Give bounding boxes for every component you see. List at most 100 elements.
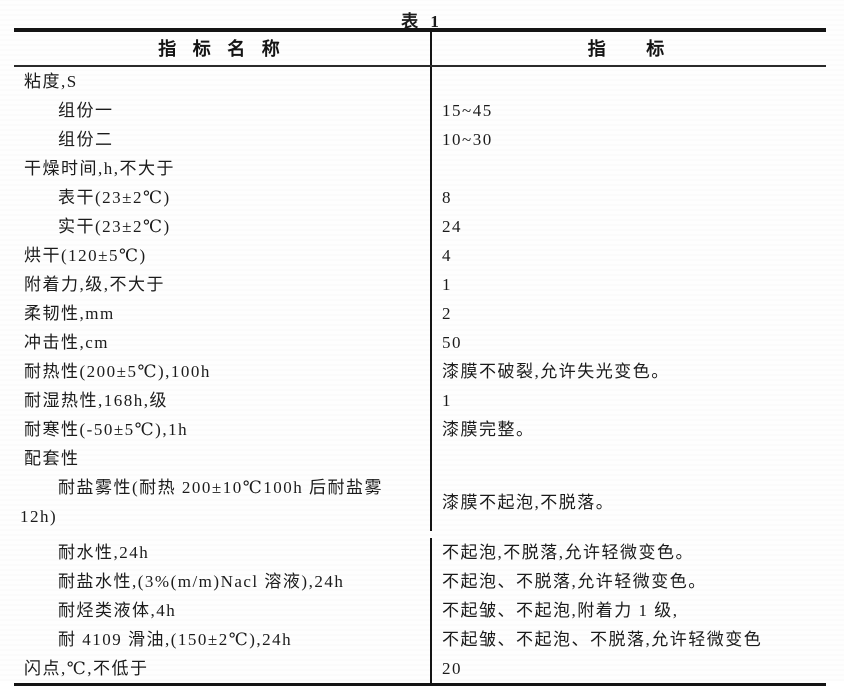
indicator-value-cell: 不起皱、不起泡、不脱落,允许轻微变色 <box>432 625 826 654</box>
indicator-value: 2 <box>442 304 452 323</box>
indicator-value: 24 <box>442 217 462 236</box>
indicator-value-cell: 20 <box>432 654 826 683</box>
table-row: 耐烃类液体,4h 不起皱、不起泡,附着力 1 级, <box>14 596 826 625</box>
indicator-name-cell: 耐寒性(-50±5℃),1h <box>14 415 432 444</box>
indicator-value: 不起皱、不起泡,附着力 1 级, <box>442 601 679 620</box>
indicator-value-cell: 漆膜不破裂,允许失光变色。 <box>432 357 826 386</box>
indicator-value-cell: 不起泡、不脱落,允许轻微变色。 <box>432 567 826 596</box>
indicator-value-cell: 漆膜完整。 <box>432 415 826 444</box>
indicator-value: 10~30 <box>442 130 493 149</box>
indicator-label: 耐水性,24h <box>58 543 150 562</box>
table-row: 耐寒性(-50±5℃),1h 漆膜完整。 <box>14 415 826 444</box>
table-row: 配套性 <box>14 444 826 473</box>
indicator-name-cell: 冲击性,cm <box>14 328 432 357</box>
indicator-label: 闪点,℃,不低于 <box>24 659 149 678</box>
indicator-name-cell: 附着力,级,不大于 <box>14 270 432 299</box>
table-row: 冲击性,cm 50 <box>14 328 826 357</box>
indicator-value: 4 <box>442 246 452 265</box>
indicator-value: 20 <box>442 659 462 678</box>
indicator-label: 组份一 <box>58 101 114 120</box>
indicator-table: 指 标 名 称 指 标 粘度,S 组份一 15~45 组份二 10~30 干燥时… <box>14 28 826 686</box>
indicator-name-cell: 闪点,℃,不低于 <box>14 654 432 683</box>
table-row: 耐湿热性,168h,级 1 <box>14 386 826 415</box>
indicator-value-cell: 4 <box>432 241 826 270</box>
indicator-value-cell: 1 <box>432 270 826 299</box>
indicator-label: 烘干(120±5℃) <box>24 246 147 265</box>
indicator-value-cell: 24 <box>432 212 826 241</box>
indicator-value-cell: 8 <box>432 183 826 212</box>
indicator-label: 粘度,S <box>24 72 78 91</box>
table-row: 闪点,℃,不低于 20 <box>14 654 826 683</box>
table-row: 耐盐水性,(3%(m/m)Nacl 溶液),24h 不起泡、不脱落,允许轻微变色… <box>14 567 826 596</box>
indicator-value: 8 <box>442 188 452 207</box>
indicator-label: 干燥时间,h,不大于 <box>24 159 175 178</box>
table-row: 干燥时间,h,不大于 <box>14 154 826 183</box>
indicator-name-cell: 配套性 <box>14 444 432 473</box>
indicator-label: 组份二 <box>58 130 114 149</box>
indicator-name-cell: 耐 4109 滑油,(150±2℃),24h <box>14 625 432 654</box>
indicator-name-cell: 耐水性,24h <box>14 538 432 567</box>
indicator-value: 漆膜不破裂,允许失光变色。 <box>442 362 670 381</box>
indicator-value-cell <box>432 154 826 183</box>
indicator-value-cell: 漆膜不起泡,不脱落。 <box>432 473 826 531</box>
indicator-value-cell: 1 <box>432 386 826 415</box>
indicator-label: 柔韧性,mm <box>24 304 115 323</box>
indicator-name-cell: 组份一 <box>14 96 432 125</box>
indicator-name-cell: 表干(23±2℃) <box>14 183 432 212</box>
table-row: 耐水性,24h 不起泡,不脱落,允许轻微变色。 <box>14 538 826 567</box>
indicator-value: 不起泡,不脱落,允许轻微变色。 <box>442 543 694 562</box>
table-row: 烘干(120±5℃) 4 <box>14 241 826 270</box>
table-row: 粘度,S <box>14 67 826 96</box>
indicator-label: 耐湿热性,168h,级 <box>24 391 168 410</box>
indicator-name-cell: 耐湿热性,168h,级 <box>14 386 432 415</box>
indicator-label: 表干(23±2℃) <box>58 188 171 207</box>
indicator-value-cell <box>432 444 826 473</box>
indicator-value: 漆膜不起泡,不脱落。 <box>442 492 615 512</box>
indicator-label: 耐盐水性,(3%(m/m)Nacl 溶液),24h <box>58 572 345 591</box>
indicator-value: 不起泡、不脱落,允许轻微变色。 <box>442 572 707 591</box>
indicator-value-cell: 不起皱、不起泡,附着力 1 级, <box>432 596 826 625</box>
indicator-label: 耐寒性(-50±5℃),1h <box>24 420 189 439</box>
table-header-row: 指 标 名 称 指 标 <box>14 32 826 67</box>
indicator-name-cell: 柔韧性,mm <box>14 299 432 328</box>
indicator-label-continued: 12h) <box>20 507 58 526</box>
indicator-label: 附着力,级,不大于 <box>24 275 165 294</box>
indicator-name-cell: 粘度,S <box>14 67 432 96</box>
table-row: 表干(23±2℃) 8 <box>14 183 826 212</box>
indicator-value-cell: 50 <box>432 328 826 357</box>
table-row: 附着力,级,不大于 1 <box>14 270 826 299</box>
indicator-value-cell: 10~30 <box>432 125 826 154</box>
table-row: 实干(23±2℃) 24 <box>14 212 826 241</box>
indicator-name-cell: 干燥时间,h,不大于 <box>14 154 432 183</box>
indicator-label: 耐盐雾性(耐热 200±10℃100h 后耐盐雾 <box>58 478 384 497</box>
indicator-name-cell: 耐盐雾性(耐热 200±10℃100h 后耐盐雾 12h) <box>14 473 432 531</box>
indicator-value-cell: 不起泡,不脱落,允许轻微变色。 <box>432 538 826 567</box>
indicator-value: 漆膜完整。 <box>442 420 535 439</box>
indicator-value: 15~45 <box>442 101 493 120</box>
indicator-name-cell: 实干(23±2℃) <box>14 212 432 241</box>
indicator-value-cell: 2 <box>432 299 826 328</box>
indicator-value: 不起皱、不起泡、不脱落,允许轻微变色 <box>442 630 763 649</box>
indicator-name-cell: 耐盐水性,(3%(m/m)Nacl 溶液),24h <box>14 567 432 596</box>
column-header-indicator-value: 指 标 <box>587 39 671 59</box>
table-row: 耐盐雾性(耐热 200±10℃100h 后耐盐雾 12h) 漆膜不起泡,不脱落。 <box>14 473 826 531</box>
table-row: 柔韧性,mm 2 <box>14 299 826 328</box>
indicator-label: 耐热性(200±5℃),100h <box>24 362 211 381</box>
indicator-value-cell <box>432 67 826 96</box>
table-row: 耐 4109 滑油,(150±2℃),24h 不起皱、不起泡、不脱落,允许轻微变… <box>14 625 826 654</box>
indicator-label: 冲击性,cm <box>24 333 110 352</box>
table-row: 组份二 10~30 <box>14 125 826 154</box>
indicator-value: 50 <box>442 333 462 352</box>
indicator-label: 耐 4109 滑油,(150±2℃),24h <box>58 630 293 649</box>
table-row: 耐热性(200±5℃),100h 漆膜不破裂,允许失光变色。 <box>14 357 826 386</box>
indicator-name-cell: 耐烃类液体,4h <box>14 596 432 625</box>
indicator-label: 配套性 <box>24 449 80 468</box>
indicator-value: 1 <box>442 391 452 410</box>
indicator-label: 耐烃类液体,4h <box>58 601 177 620</box>
table-row: 组份一 15~45 <box>14 96 826 125</box>
indicator-name-cell: 组份二 <box>14 125 432 154</box>
indicator-name-cell: 耐热性(200±5℃),100h <box>14 357 432 386</box>
table-title: 表 1 <box>401 12 443 31</box>
table-body: 粘度,S 组份一 15~45 组份二 10~30 干燥时间,h,不大于 表干(2… <box>14 67 826 683</box>
